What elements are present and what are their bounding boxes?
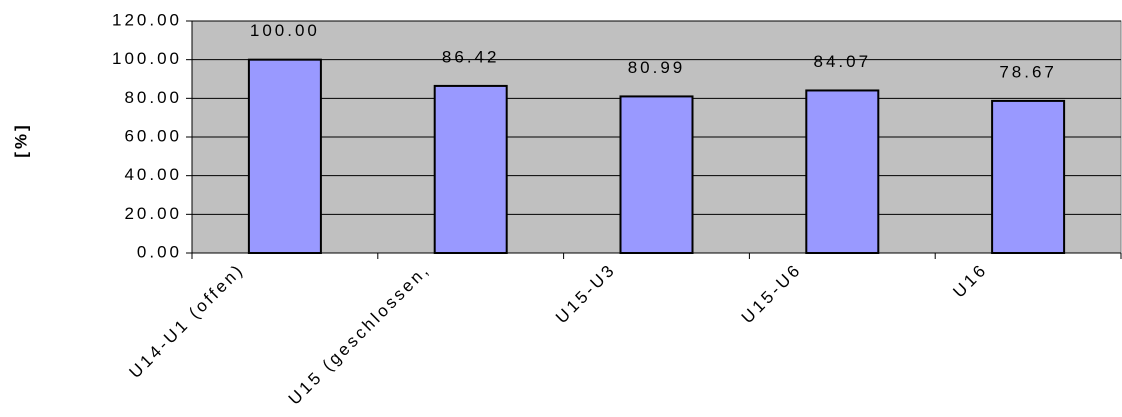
value-label: 100.00 — [250, 21, 320, 40]
value-label: 84.07 — [814, 52, 872, 71]
x-tick-label: U15-U6 — [738, 260, 806, 328]
y-tick-label: 0.00 — [137, 242, 182, 261]
y-tick-label: 40.00 — [124, 165, 182, 184]
y-tick-label: 100.00 — [112, 49, 182, 68]
y-tick-label: 80.00 — [124, 88, 182, 107]
x-tick-label: U16 — [949, 260, 991, 302]
bar — [433, 84, 508, 254]
x-tick-label: U14-U1 (offen) — [126, 260, 248, 382]
y-tick-label: 20.00 — [124, 204, 182, 223]
bar — [619, 95, 694, 255]
value-label: 86.42 — [442, 47, 500, 66]
value-label: 80.99 — [628, 58, 686, 77]
y-tick-label: 60.00 — [124, 126, 182, 145]
x-tick-label: U15 (geschlossen, — [285, 260, 434, 409]
y-axis-title: [%] — [11, 122, 30, 157]
y-tick-label: 120.00 — [112, 10, 182, 29]
value-label: 78.67 — [999, 62, 1057, 81]
bar — [247, 58, 322, 254]
bar — [991, 99, 1066, 254]
bar — [805, 89, 880, 255]
x-tick-label: U15-U3 — [552, 260, 620, 328]
